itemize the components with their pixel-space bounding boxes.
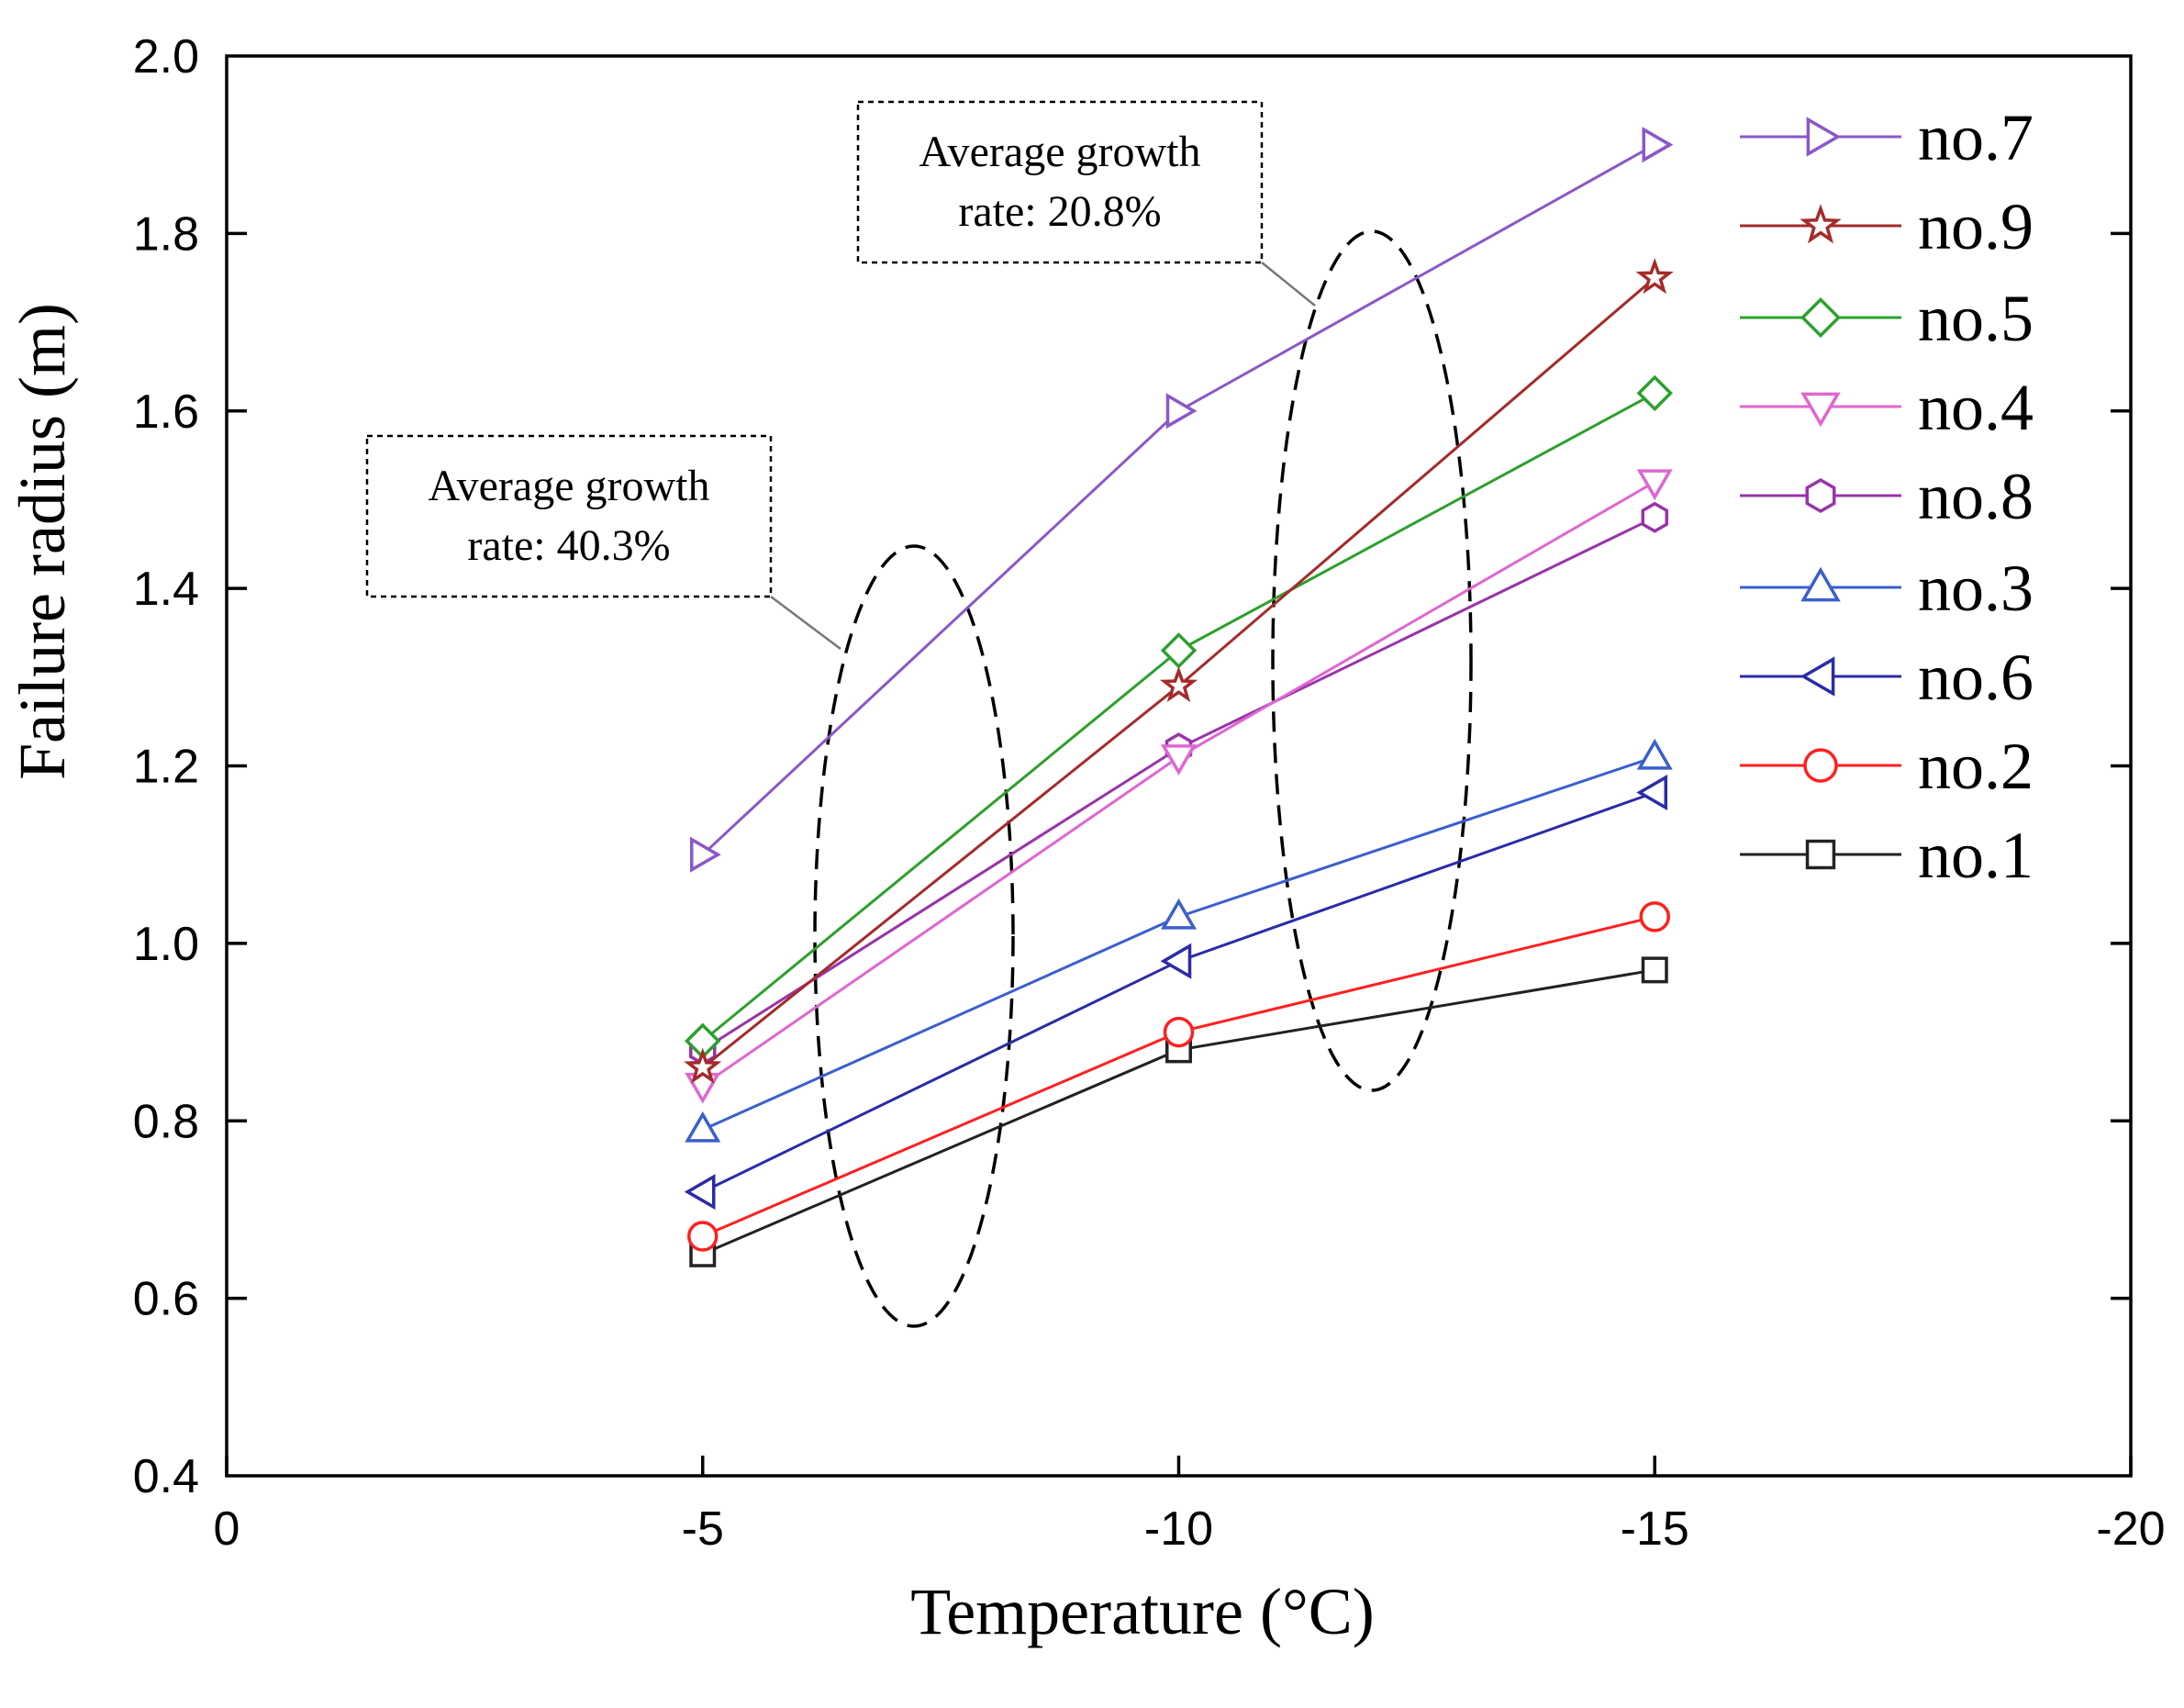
series-no.5 — [685, 374, 1673, 1059]
data-point — [684, 1047, 722, 1084]
legend-marker — [1803, 748, 1838, 783]
series-line — [702, 968, 1655, 1256]
series-no.1 — [689, 956, 1668, 1267]
y-tick-label: 2.0 — [133, 30, 199, 84]
y-tick-label: 1.6 — [133, 385, 199, 439]
legend-item: no.5 — [1740, 282, 2034, 355]
legend-label: no.3 — [1918, 552, 2034, 625]
legend-marker — [1800, 392, 1841, 428]
legend-item: no.7 — [1740, 101, 2034, 174]
data-point — [687, 1221, 719, 1252]
legend-label: no.1 — [1918, 819, 2034, 892]
series-no.2 — [687, 901, 1670, 1252]
legend-item: no.1 — [1740, 819, 2034, 892]
annotation-leader — [770, 596, 841, 650]
legend-item: no.3 — [1740, 552, 2034, 625]
y-tick-label: 0.6 — [133, 1273, 199, 1326]
plot-series — [684, 127, 1674, 1267]
y-tick-label: 1.4 — [133, 563, 199, 616]
legend-item: no.2 — [1740, 730, 2034, 803]
annotation-text: rate: 40.3% — [467, 521, 670, 570]
x-axis-title: Temperature (°C) — [910, 1575, 1375, 1648]
legend-marker — [1806, 117, 1842, 157]
annotations: Average growth rate: 40.3% Average growth r… — [365, 100, 1473, 1328]
legend-label: no.5 — [1918, 282, 2034, 355]
legend-label: no.8 — [1918, 460, 2034, 533]
data-point — [1636, 738, 1673, 770]
series-no.7 — [690, 127, 1674, 873]
y-tick-label: 1.8 — [133, 207, 199, 261]
data-point — [1160, 943, 1192, 979]
series-no.9 — [684, 258, 1674, 1084]
annotation-text: Average growth — [919, 128, 1201, 176]
legend-label: no.6 — [1918, 641, 2034, 714]
x-tick-label: -5 — [682, 1502, 724, 1556]
y-axis-title: Failure radius (m) — [6, 303, 79, 780]
data-point — [1159, 665, 1198, 703]
legend-marker — [1805, 477, 1836, 514]
data-point — [1160, 632, 1198, 669]
data-point — [1641, 501, 1668, 533]
data-point — [1635, 258, 1674, 295]
legend: no.7 no.9 no.5 no.4 no.8 no.3 no.6 no.2 no.1 — [1740, 101, 2034, 892]
data-point — [1163, 1016, 1195, 1048]
data-point — [1639, 901, 1670, 932]
annotation-box — [365, 434, 773, 598]
data-point — [1636, 469, 1673, 501]
series-no.8 — [689, 501, 1668, 1066]
annotation-text: Average growth — [429, 462, 710, 510]
series-line — [702, 791, 1655, 1193]
data-point — [1641, 956, 1668, 984]
legend-item: no.8 — [1740, 460, 2034, 533]
legend-marker — [1800, 566, 1841, 602]
legend-item: no.6 — [1740, 641, 2034, 714]
legend-marker — [1805, 839, 1836, 870]
annotation-leader — [1261, 262, 1316, 307]
dashed-ellipse — [1271, 229, 1473, 1092]
data-point — [1160, 898, 1198, 930]
data-point — [690, 836, 721, 873]
legend-label: no.2 — [1918, 730, 2034, 803]
legend-item: no.9 — [1740, 190, 2034, 263]
x-tick-label: 0 — [214, 1502, 240, 1556]
series-no.4 — [685, 469, 1673, 1104]
axes: 0 -5 -10 -15 -20 0.4 0.6 0.8 1.0 1.2 1.4 1.6 1.8 2.0 — [133, 30, 2166, 1556]
y-tick-label: 0.8 — [133, 1095, 199, 1148]
data-point — [1165, 393, 1198, 430]
data-point — [684, 1174, 716, 1211]
y-tick-label: 1.2 — [133, 741, 199, 794]
series-no.6 — [684, 774, 1667, 1211]
legend-marker — [1800, 296, 1842, 339]
x-tick-label: -20 — [2096, 1502, 2165, 1556]
y-tick-label: 0.4 — [133, 1450, 199, 1503]
legend-label: no.7 — [1918, 101, 2034, 174]
series-no.3 — [685, 738, 1673, 1143]
annotation-text: rate: 20.8% — [958, 187, 1161, 236]
y-tick-label: 1.0 — [133, 918, 199, 971]
legend-marker — [1800, 204, 1842, 244]
data-point — [685, 1111, 721, 1143]
data-point — [1636, 774, 1667, 811]
data-point — [1160, 744, 1198, 776]
legend-label: no.4 — [1918, 371, 2034, 444]
data-point — [1642, 127, 1674, 163]
series-line — [701, 392, 1655, 1043]
data-point — [1636, 374, 1673, 412]
x-tick-label: -10 — [1144, 1502, 1213, 1556]
dashed-ellipse — [813, 544, 1015, 1328]
annotation-box — [856, 100, 1264, 264]
legend-item: no.4 — [1740, 371, 2034, 444]
x-tick-label: -15 — [1621, 1502, 1689, 1556]
series-line — [702, 755, 1655, 1132]
legend-label: no.9 — [1918, 190, 2034, 263]
legend-marker — [1800, 656, 1835, 697]
data-point — [685, 1072, 721, 1104]
